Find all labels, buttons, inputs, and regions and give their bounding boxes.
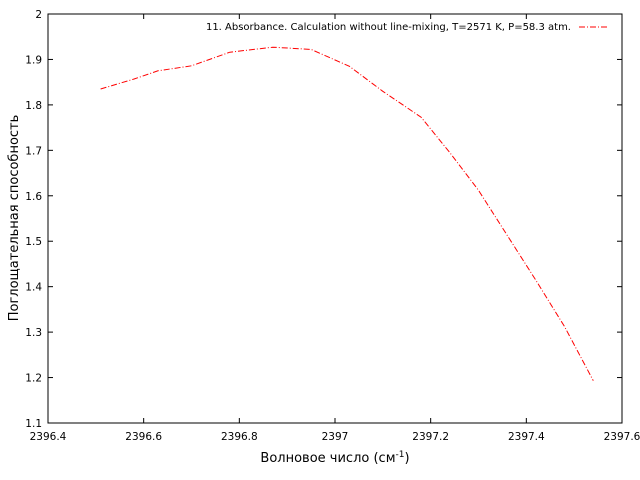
y-tick-label: 1.6 — [25, 191, 42, 203]
x-axis-label-suffix: ) — [404, 451, 409, 466]
y-tick-label: 1.9 — [25, 54, 42, 66]
x-tick-label: 2396.4 — [30, 431, 67, 443]
y-tick-label: 1.7 — [25, 145, 42, 157]
x-tick-label: 2397 — [322, 431, 349, 443]
y-tick-label: 1.4 — [25, 282, 42, 294]
y-ticks: 1.1 1.2 1.3 1.4 1.5 1.6 1.7 1.8 1.9 2 — [25, 9, 622, 430]
y-tick-label: 2 — [35, 9, 42, 21]
y-tick-label: 1.8 — [25, 100, 42, 112]
x-tick-label: 2396.8 — [221, 431, 258, 443]
x-tick-label: 2397.2 — [412, 431, 449, 443]
x-axis-label-main: Волновое число (см — [260, 451, 395, 466]
y-tick-label: 1.1 — [25, 418, 42, 430]
series-lines — [100, 46, 594, 381]
y-tick-label: 1.2 — [25, 373, 42, 385]
y-tick-label: 1.5 — [25, 236, 42, 248]
x-ticks: 2396.4 2396.6 2396.8 2397 2397.2 2397.4 2397.6 — [30, 14, 640, 443]
series-line — [100, 46, 594, 381]
y-tick-label: 1.3 — [25, 327, 42, 339]
legend-label: 11. Absorbance. Calculation without line… — [206, 22, 571, 33]
plot-area — [47, 13, 623, 424]
x-axis-label-sup: -1 — [396, 450, 405, 460]
legend: 11. Absorbance. Calculation without line… — [206, 22, 608, 33]
x-tick-label: 2397.4 — [508, 431, 545, 443]
x-tick-label: 2397.6 — [604, 431, 640, 443]
x-axis-label: Волновое число (см-1) — [260, 450, 409, 466]
y-axis-label: Поглощательная способность — [7, 115, 22, 322]
x-tick-label: 2396.6 — [125, 431, 162, 443]
